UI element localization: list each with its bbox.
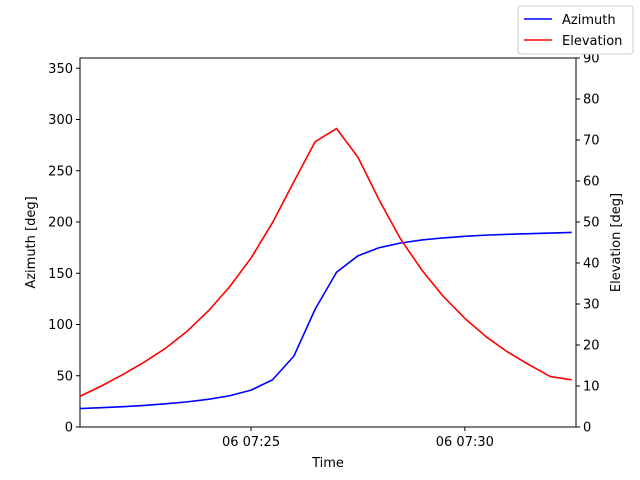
- right-axis-label: Elevation [deg]: [609, 193, 624, 292]
- left-axis-label: Azimuth [deg]: [24, 196, 39, 288]
- legend: Azimuth Elevation: [517, 5, 634, 55]
- right-axis-tick-label: 60: [583, 175, 600, 190]
- right-axis-tick-label: 50: [583, 216, 600, 231]
- left-axis-tick-label: 100: [48, 318, 73, 333]
- left-axis-tick-label: 300: [48, 113, 73, 128]
- series-layer: [79, 127, 572, 410]
- x-axis-tick-label: 06 07:30: [436, 435, 494, 450]
- right-axis-tick-label: 90: [583, 52, 600, 67]
- left-axis-tick-label: 0: [65, 421, 73, 436]
- legend-label-azimuth: Azimuth: [562, 13, 616, 28]
- left-axis-tick-label: 250: [48, 164, 73, 179]
- left-axis-tick-label: 200: [48, 216, 73, 231]
- right-axis-tick-label: 20: [583, 339, 600, 354]
- left-axis: 0 50 100 150 200 250 300 350: [48, 62, 80, 436]
- legend-label-elevation: Elevation: [562, 34, 622, 49]
- right-axis-tick-label: 80: [583, 93, 600, 108]
- right-axis-tick-label: 40: [583, 257, 600, 272]
- left-axis-tick-label: 50: [56, 369, 73, 384]
- plot-frame: [79, 57, 577, 428]
- left-axis-tick-label: 150: [48, 267, 73, 282]
- series-line-elevation: [79, 127, 572, 397]
- x-axis-tick-label: 06 07:25: [222, 435, 280, 450]
- right-axis-tick-label: 0: [583, 421, 591, 436]
- series-line-azimuth: [79, 231, 572, 410]
- right-axis-tick-label: 70: [583, 134, 600, 149]
- legend-box: [517, 5, 634, 55]
- x-axis-label: Time: [311, 456, 344, 471]
- x-axis: 06 07:25 06 07:30: [222, 427, 494, 450]
- right-axis-tick-label: 30: [583, 298, 600, 313]
- left-axis-tick-label: 350: [48, 62, 73, 77]
- right-axis-tick-label: 10: [583, 380, 600, 395]
- right-axis: 0 10 20 30 40 50 60 70 80 90: [576, 52, 600, 436]
